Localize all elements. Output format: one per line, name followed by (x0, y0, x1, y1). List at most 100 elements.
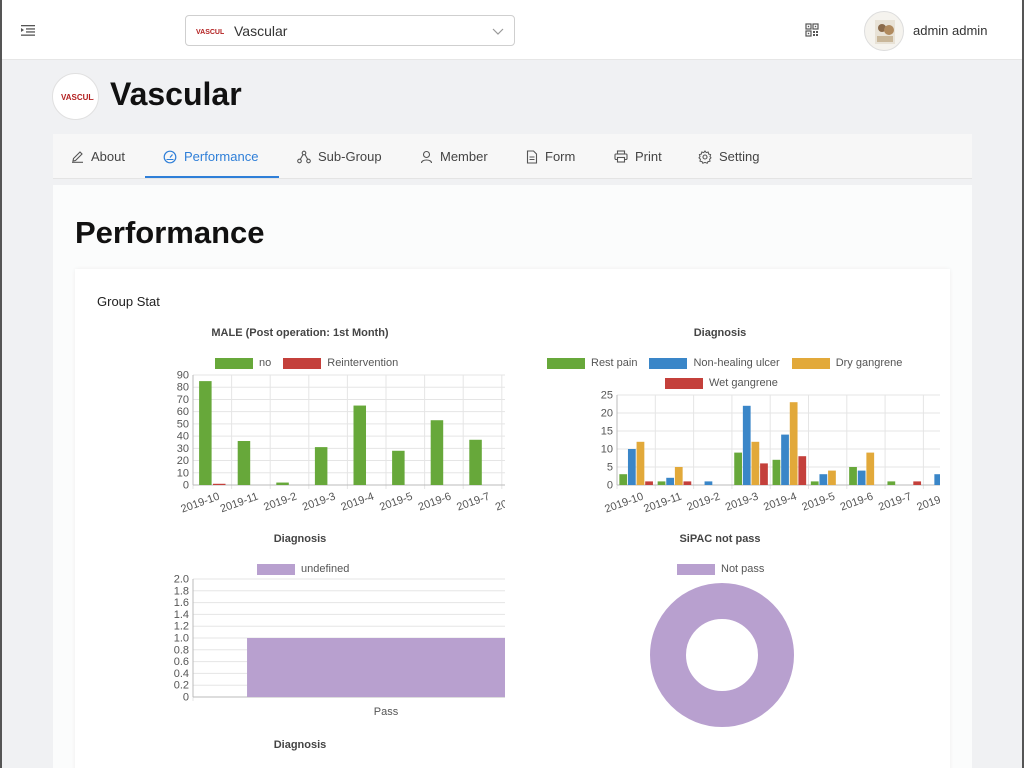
x-tick-label: 2019-8 (494, 491, 505, 514)
tab-about[interactable]: About (71, 134, 125, 179)
x-tick-label: 2019-11 (642, 491, 683, 516)
legend-label: Rest pain (591, 357, 638, 369)
organization-select[interactable]: VASCULAR Vascular (185, 15, 515, 46)
y-tick-label: 0.8 (174, 644, 189, 656)
bar (866, 452, 875, 485)
bar (857, 470, 866, 485)
bar (683, 481, 692, 485)
pie-slice (650, 583, 794, 727)
y-tick-label: 1.6 (174, 597, 189, 609)
y-tick-label: 0 (183, 480, 189, 492)
chart-title: SiPAC not pass (679, 533, 761, 545)
x-tick-label: 2019-3 (724, 491, 760, 514)
bar (430, 420, 444, 485)
user-name[interactable]: admin admin (913, 23, 988, 38)
user-avatar[interactable] (864, 11, 904, 51)
tab-form[interactable]: Form (526, 134, 575, 179)
tab-label: Print (635, 149, 662, 164)
legend-label: no (259, 357, 272, 369)
legend-label: Non-healing ulcer (693, 357, 780, 369)
y-tick-label: 15 (601, 426, 613, 438)
chart-legend: Rest pain Non-healing ulcer Dry gangrene (547, 357, 914, 369)
tab-performance[interactable]: Performance (163, 134, 258, 179)
tab-setting[interactable]: Setting (698, 134, 759, 179)
legend-label: Not pass (721, 563, 765, 575)
legend-swatch (257, 563, 295, 575)
legend-swatch (215, 357, 253, 369)
chart-title: Diagnosis (273, 739, 327, 751)
bar (645, 481, 653, 485)
tab-bar: About Performance Sub-Group Member (53, 134, 972, 179)
bar (392, 450, 405, 485)
tab-label: About (91, 149, 125, 164)
bar (674, 467, 683, 485)
bar (247, 638, 505, 697)
menu-indent-icon[interactable] (20, 22, 36, 38)
legend-swatch (649, 357, 688, 369)
x-tick-label: 2019-5 (378, 491, 414, 514)
legend-item[interactable]: Non-healing ulcer (649, 357, 780, 369)
y-tick-label: 10 (177, 467, 189, 479)
active-tab-indicator (145, 176, 279, 178)
y-tick-label: 0.2 (174, 680, 189, 692)
bar (657, 481, 666, 485)
tab-label: Performance (184, 149, 259, 164)
bar (751, 441, 760, 485)
legend-label: Wet gangrene (709, 377, 778, 389)
bar (199, 381, 212, 485)
y-tick-label: 30 (177, 443, 189, 455)
tab-label: Sub-Group (318, 149, 382, 164)
y-tick-label: 80 (177, 382, 189, 394)
bar (276, 482, 289, 485)
chart-title: MALE (Post operation: 1st Month) (211, 327, 389, 339)
bar (887, 481, 896, 485)
qr-code-icon[interactable] (805, 23, 819, 37)
bar (913, 481, 922, 485)
chart-legend-row2: Wet gangrene (665, 377, 790, 389)
legend-item[interactable]: Not pass (677, 563, 764, 575)
bar (934, 474, 940, 485)
y-tick-label: 5 (607, 462, 613, 474)
gear-icon (698, 149, 712, 164)
chart-title: Diagnosis (693, 327, 747, 339)
legend-item[interactable]: Rest pain (547, 357, 637, 369)
bar (742, 405, 751, 485)
chart-legend: undefined (257, 563, 361, 575)
legend-item[interactable]: Reintervention (283, 357, 398, 369)
legend-swatch (547, 357, 585, 369)
y-tick-label: 25 (601, 391, 613, 402)
file-icon (526, 149, 538, 164)
bar (666, 477, 675, 485)
x-tick-label: 2019-5 (800, 491, 836, 514)
y-tick-label: 50 (177, 418, 189, 430)
bar (798, 456, 807, 485)
legend-item[interactable]: undefined (257, 563, 349, 575)
y-tick-label: 20 (177, 455, 189, 467)
bar (781, 434, 789, 485)
legend-swatch (665, 377, 703, 389)
bar-chart-pass: 00.20.40.60.81.01.21.41.61.82.0 Pass (174, 575, 505, 718)
y-tick-label: 0.6 (174, 656, 189, 668)
tab-sub-group[interactable]: Sub-Group (297, 134, 382, 179)
legend-item[interactable]: no (215, 357, 271, 369)
tab-print[interactable]: Print (614, 134, 662, 179)
group-stat-card: Group Stat MALE (Post operation: 1st Mon… (75, 269, 950, 768)
bar (734, 452, 743, 485)
y-tick-label: 2.0 (174, 575, 189, 586)
tab-member[interactable]: Member (420, 134, 488, 179)
y-tick-label: 70 (177, 394, 189, 406)
x-tick-label: 2019-7 (877, 491, 913, 514)
vascular-logo: VASCULAR (61, 93, 94, 102)
group-title: Vascular (110, 76, 242, 112)
x-tick-label: 2019-3 (301, 491, 337, 514)
vascular-logo: VASCULAR (196, 29, 224, 36)
legend-item[interactable]: Dry gangrene (791, 357, 902, 369)
x-tick-label: 2019-10 (179, 491, 221, 516)
legend-item[interactable]: Wet gangrene (665, 377, 778, 389)
legend-label: undefined (301, 563, 350, 575)
bar (469, 439, 482, 485)
y-tick-label: 40 (177, 431, 189, 443)
user-icon (420, 150, 433, 163)
